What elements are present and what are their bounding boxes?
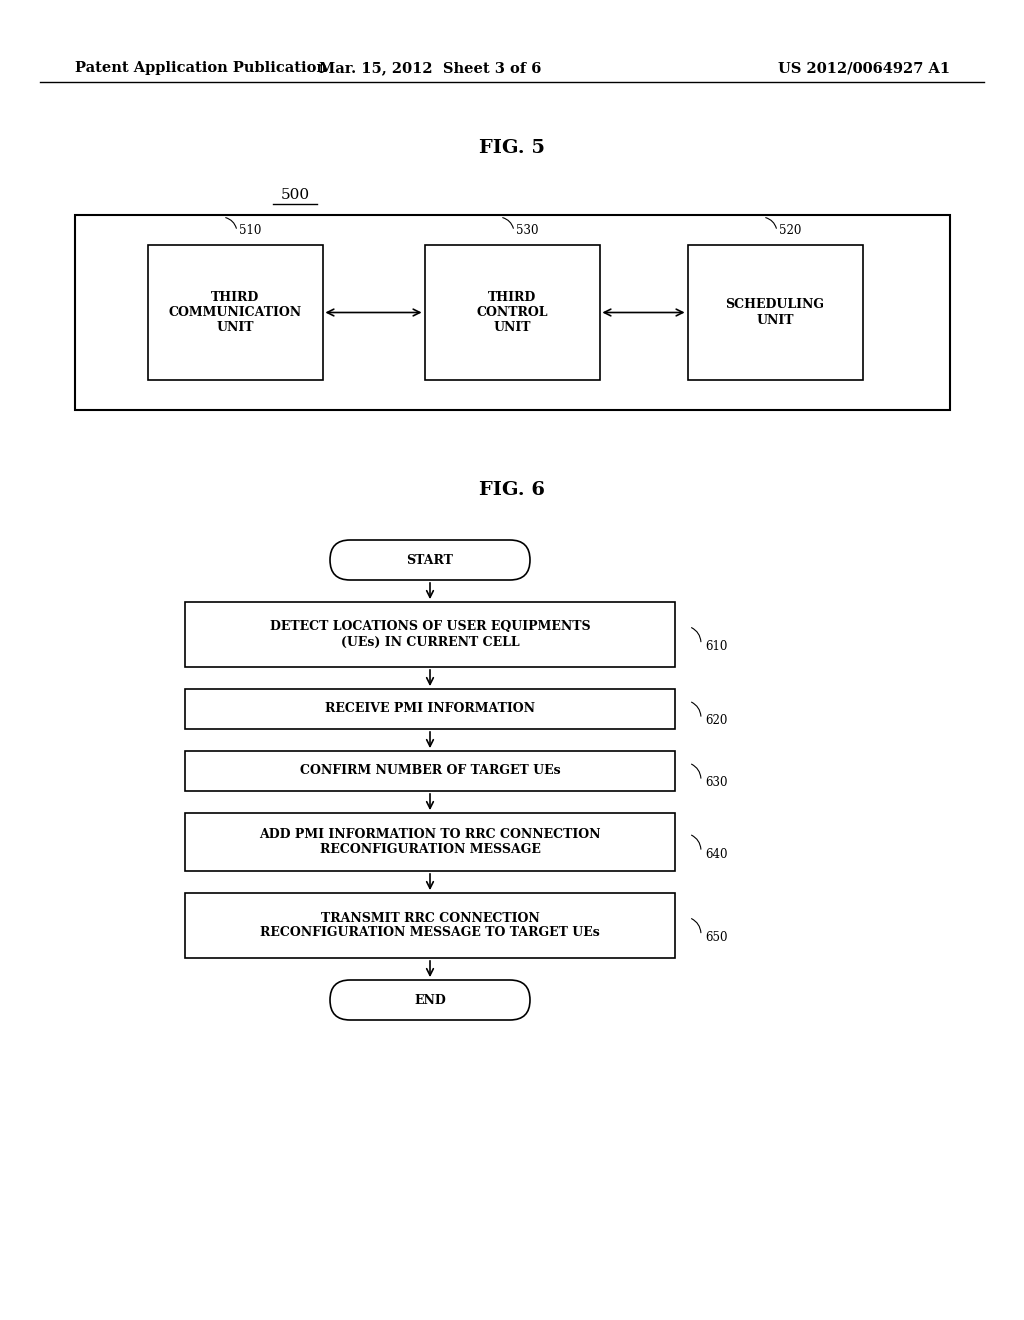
Text: 610: 610 [705,640,727,653]
FancyBboxPatch shape [330,979,530,1020]
Text: 630: 630 [705,776,727,789]
Text: START: START [407,553,454,566]
Text: THIRD
COMMUNICATION
UNIT: THIRD COMMUNICATION UNIT [168,290,301,334]
Text: DETECT LOCATIONS OF USER EQUIPMENTS
(UEs) IN CURRENT CELL: DETECT LOCATIONS OF USER EQUIPMENTS (UEs… [269,620,590,648]
Text: 650: 650 [705,931,727,944]
FancyBboxPatch shape [185,813,675,871]
Text: CONFIRM NUMBER OF TARGET UEs: CONFIRM NUMBER OF TARGET UEs [300,764,560,777]
Text: FIG. 6: FIG. 6 [479,480,545,499]
FancyBboxPatch shape [185,894,675,958]
Text: Patent Application Publication: Patent Application Publication [75,61,327,75]
Text: 510: 510 [239,224,261,238]
Text: RECEIVE PMI INFORMATION: RECEIVE PMI INFORMATION [325,702,535,715]
Text: FIG. 5: FIG. 5 [479,139,545,157]
FancyBboxPatch shape [147,246,323,380]
Text: THIRD
CONTROL
UNIT: THIRD CONTROL UNIT [476,290,548,334]
Text: US 2012/0064927 A1: US 2012/0064927 A1 [778,61,950,75]
FancyBboxPatch shape [185,602,675,667]
Text: 500: 500 [281,187,309,202]
Text: 640: 640 [705,847,727,861]
FancyBboxPatch shape [330,540,530,579]
Text: END: END [414,994,445,1006]
FancyBboxPatch shape [425,246,599,380]
Text: ADD PMI INFORMATION TO RRC CONNECTION
RECONFIGURATION MESSAGE: ADD PMI INFORMATION TO RRC CONNECTION RE… [259,828,601,855]
Text: TRANSMIT RRC CONNECTION
RECONFIGURATION MESSAGE TO TARGET UEs: TRANSMIT RRC CONNECTION RECONFIGURATION … [260,912,600,940]
FancyBboxPatch shape [75,215,950,411]
Text: 530: 530 [516,224,539,238]
Text: 520: 520 [779,224,802,238]
FancyBboxPatch shape [185,751,675,791]
Text: 620: 620 [705,714,727,727]
Text: Mar. 15, 2012  Sheet 3 of 6: Mar. 15, 2012 Sheet 3 of 6 [318,61,542,75]
Text: SCHEDULING
UNIT: SCHEDULING UNIT [725,298,824,326]
FancyBboxPatch shape [687,246,862,380]
FancyBboxPatch shape [185,689,675,729]
